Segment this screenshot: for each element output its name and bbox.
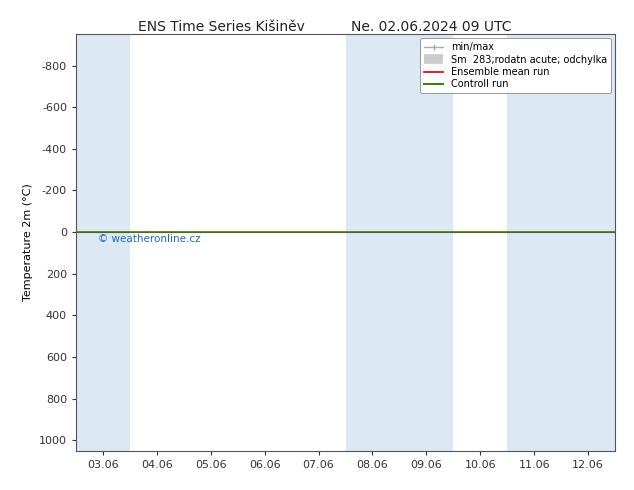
Bar — [507, 34, 615, 451]
Y-axis label: Temperature 2m (°C): Temperature 2m (°C) — [23, 184, 34, 301]
Text: © weatheronline.cz: © weatheronline.cz — [98, 234, 200, 244]
Bar — [346, 34, 453, 451]
Text: ENS Time Series Kišiněv: ENS Time Series Kišiněv — [138, 20, 306, 34]
Text: Ne. 02.06.2024 09 UTC: Ne. 02.06.2024 09 UTC — [351, 20, 512, 34]
Bar — [76, 34, 130, 451]
Legend: min/max, Sm  283;rodatn acute; odchylka, Ensemble mean run, Controll run: min/max, Sm 283;rodatn acute; odchylka, … — [420, 38, 611, 93]
